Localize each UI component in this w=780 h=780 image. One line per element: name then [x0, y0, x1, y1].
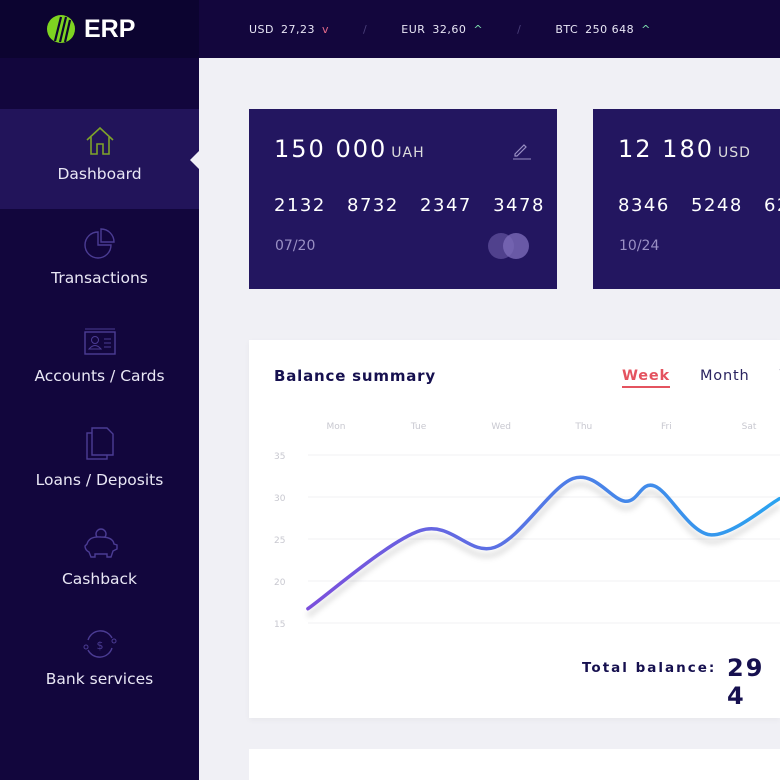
trend-up-icon: ^: [641, 22, 651, 36]
rate-value: 250 648: [585, 22, 635, 36]
total-balance-value: 29 4: [727, 654, 765, 710]
card-balance: 150 000 UAH: [274, 135, 425, 163]
y-tick-label: 20: [274, 578, 286, 588]
dollar-exchange-icon: $: [83, 630, 116, 658]
bottom-panel: [249, 749, 780, 780]
bank-card[interactable]: 12 180 USD 8346 5248 62 10/24: [593, 109, 780, 289]
y-tick-label: 25: [274, 536, 285, 546]
sidebar-item-transactions[interactable]: Transactions: [0, 209, 199, 309]
sidebar-item-label: Loans / Deposits: [35, 471, 164, 489]
sidebar-item-label: Cashback: [61, 570, 138, 588]
rate-code: USD: [249, 22, 275, 36]
x-tick-label: Wed: [491, 422, 511, 432]
rate-value: 32,60: [432, 22, 467, 36]
rate-usd: USD 27,23 v: [249, 23, 329, 36]
pie-chart-icon: [83, 228, 115, 259]
balance-chart: Mon Tue Wed Thu Fri Sat 35 30 25 20 15: [274, 422, 780, 630]
sidebar-item-bank-services[interactable]: $ Bank services: [0, 609, 199, 709]
sidebar-item-accounts-cards[interactable]: Accounts / Cards: [0, 309, 199, 409]
sidebar-item-dashboard[interactable]: Dashboard: [0, 109, 199, 209]
card-network-icon: [488, 233, 529, 259]
rate-value: 27,23: [281, 22, 316, 36]
sidebar-item-label: Accounts / Cards: [34, 367, 165, 385]
x-tick-label: Fri: [661, 422, 672, 432]
x-tick-label: Thu: [574, 422, 592, 432]
card-expiry: 10/24: [619, 238, 660, 254]
active-indicator: [190, 151, 199, 169]
x-tick-label: Mon: [327, 422, 346, 432]
card-amount: 150 000: [274, 135, 388, 163]
rate-btc: BTC 250 648 ^: [555, 23, 651, 36]
top-bar: ERP USD 27,23 v / EUR 32,60 ^ / BTC 250 648 ^: [0, 0, 780, 58]
card-expiry: 07/20: [275, 238, 316, 254]
bank-card[interactable]: 150 000 UAH 2132 8732 2347 3478 07/20: [249, 109, 557, 289]
logo-icon: [47, 15, 75, 43]
panel-title: Balance summary: [274, 367, 436, 385]
brand-name: ERP: [84, 14, 136, 43]
tab-week[interactable]: Week: [622, 368, 670, 388]
rate-code: BTC: [555, 22, 579, 36]
documents-icon: [85, 427, 114, 460]
x-tick-label: Tue: [410, 422, 427, 432]
card-number: 2132 8732 2347 3478: [274, 195, 545, 216]
logo[interactable]: ERP: [0, 0, 199, 58]
svg-text:$: $: [96, 639, 103, 652]
sidebar-item-label: Dashboard: [57, 165, 142, 183]
card-currency: USD: [717, 145, 751, 161]
card-number: 8346 5248 62: [618, 195, 780, 216]
rate-eur: EUR 32,60 ^: [401, 23, 483, 36]
trend-down-icon: v: [322, 22, 330, 36]
id-card-icon: [83, 328, 116, 355]
trend-up-icon: ^: [473, 22, 484, 36]
period-tabs: Week Month Y: [622, 368, 780, 388]
total-balance-label: Total balance:: [582, 660, 717, 676]
home-icon: [85, 126, 114, 155]
x-tick-label: Sat: [742, 422, 757, 432]
balance-line: [306, 475, 780, 611]
y-tick-label: 35: [274, 452, 285, 462]
balance-summary-panel: Balance summary Week Month Y Mon Tue Wed Th…: [249, 340, 780, 718]
card-currency: UAH: [391, 145, 425, 161]
sidebar-item-label: Transactions: [51, 269, 148, 287]
y-tick-label: 30: [274, 494, 286, 504]
sidebar: Dashboard Transactions Accounts / Cards …: [0, 58, 199, 780]
separator: /: [517, 22, 522, 36]
sidebar-item-cashback[interactable]: Cashback: [0, 509, 199, 609]
sidebar-item-loans-deposits[interactable]: Loans / Deposits: [0, 409, 199, 509]
exchange-rates: USD 27,23 v / EUR 32,60 ^ / BTC 250 648 ^: [249, 0, 651, 58]
card-amount: 12 180: [618, 135, 714, 163]
line-shadow: [306, 482, 780, 618]
pencil-icon[interactable]: [511, 140, 531, 160]
tab-month[interactable]: Month: [700, 368, 750, 384]
y-tick-label: 15: [274, 620, 285, 630]
separator: /: [363, 22, 368, 36]
rate-code: EUR: [401, 22, 426, 36]
sidebar-item-label: Bank services: [45, 670, 154, 688]
piggy-bank-icon: [83, 528, 118, 558]
card-balance: 12 180 USD: [618, 135, 751, 163]
